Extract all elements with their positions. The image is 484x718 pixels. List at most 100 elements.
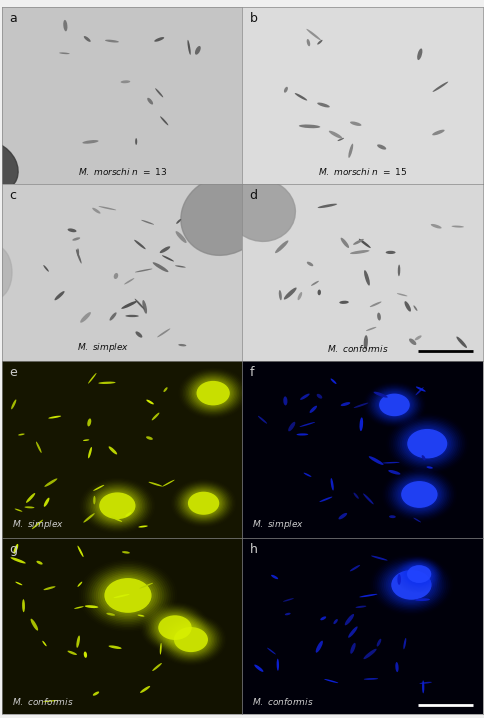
Ellipse shape (152, 262, 168, 272)
Circle shape (172, 626, 209, 653)
Circle shape (176, 483, 230, 523)
Text: e: e (10, 366, 17, 379)
Circle shape (406, 565, 430, 583)
Ellipse shape (141, 220, 154, 225)
Ellipse shape (299, 422, 315, 427)
Ellipse shape (124, 278, 134, 284)
Ellipse shape (416, 48, 422, 60)
Ellipse shape (44, 586, 55, 590)
Ellipse shape (125, 512, 131, 517)
Ellipse shape (187, 40, 190, 55)
Ellipse shape (67, 651, 77, 655)
Circle shape (370, 388, 417, 422)
Circle shape (405, 564, 431, 584)
Ellipse shape (87, 419, 91, 426)
Ellipse shape (349, 565, 360, 572)
Circle shape (185, 490, 222, 517)
Ellipse shape (135, 299, 145, 310)
Ellipse shape (18, 434, 25, 436)
Ellipse shape (377, 144, 385, 149)
Ellipse shape (92, 208, 100, 214)
Ellipse shape (109, 312, 116, 321)
Text: d: d (249, 190, 257, 202)
Ellipse shape (318, 497, 332, 502)
Ellipse shape (154, 37, 164, 42)
Ellipse shape (303, 472, 311, 477)
Ellipse shape (355, 606, 365, 608)
Circle shape (400, 560, 437, 588)
Ellipse shape (88, 447, 92, 458)
Ellipse shape (309, 406, 317, 413)
Text: f: f (249, 366, 254, 379)
Circle shape (376, 559, 445, 610)
Ellipse shape (283, 396, 287, 406)
Circle shape (88, 484, 147, 528)
Circle shape (389, 472, 448, 516)
Circle shape (373, 389, 414, 420)
Ellipse shape (271, 575, 278, 579)
Circle shape (182, 488, 225, 519)
Circle shape (169, 623, 212, 656)
Text: a: a (10, 12, 17, 25)
Ellipse shape (348, 626, 357, 638)
Circle shape (397, 422, 455, 465)
Circle shape (96, 490, 138, 521)
Circle shape (397, 479, 440, 510)
Circle shape (87, 565, 168, 625)
Ellipse shape (74, 606, 84, 609)
Ellipse shape (339, 301, 348, 304)
Ellipse shape (397, 264, 399, 276)
Ellipse shape (48, 416, 61, 419)
Ellipse shape (138, 526, 148, 528)
Ellipse shape (137, 615, 144, 617)
Ellipse shape (330, 478, 333, 490)
Ellipse shape (108, 447, 117, 454)
Circle shape (387, 567, 434, 602)
Ellipse shape (328, 131, 342, 139)
Ellipse shape (162, 256, 174, 261)
Ellipse shape (412, 305, 417, 311)
Circle shape (393, 419, 459, 468)
Ellipse shape (425, 466, 432, 469)
Circle shape (97, 491, 137, 521)
Ellipse shape (113, 273, 118, 279)
Ellipse shape (175, 231, 186, 243)
Ellipse shape (77, 248, 79, 256)
Ellipse shape (317, 39, 322, 45)
Ellipse shape (135, 332, 142, 337)
Ellipse shape (22, 599, 25, 612)
Ellipse shape (59, 52, 70, 54)
Ellipse shape (300, 393, 309, 400)
Ellipse shape (337, 138, 343, 141)
Ellipse shape (227, 180, 295, 241)
Circle shape (190, 376, 235, 410)
Circle shape (152, 611, 197, 645)
Text: $\it{M.}$ $\it{conformis}$: $\it{M.}$ $\it{conformis}$ (326, 342, 388, 354)
Circle shape (391, 570, 431, 600)
Circle shape (86, 482, 149, 529)
Ellipse shape (349, 250, 369, 254)
Ellipse shape (414, 598, 429, 601)
Ellipse shape (276, 658, 278, 671)
Circle shape (383, 564, 438, 605)
Circle shape (400, 481, 437, 508)
Circle shape (93, 570, 162, 621)
Ellipse shape (421, 681, 424, 694)
Ellipse shape (98, 382, 115, 384)
Ellipse shape (163, 387, 167, 392)
Ellipse shape (159, 643, 161, 655)
Ellipse shape (344, 614, 353, 625)
Ellipse shape (26, 493, 35, 503)
Ellipse shape (387, 470, 400, 475)
Ellipse shape (121, 301, 137, 309)
Circle shape (102, 577, 153, 615)
Ellipse shape (160, 116, 168, 126)
Ellipse shape (152, 663, 162, 671)
Circle shape (91, 569, 164, 623)
Ellipse shape (139, 583, 153, 589)
Ellipse shape (36, 561, 43, 564)
Ellipse shape (176, 219, 181, 224)
Ellipse shape (111, 517, 122, 522)
Circle shape (98, 573, 158, 617)
Ellipse shape (296, 434, 308, 436)
